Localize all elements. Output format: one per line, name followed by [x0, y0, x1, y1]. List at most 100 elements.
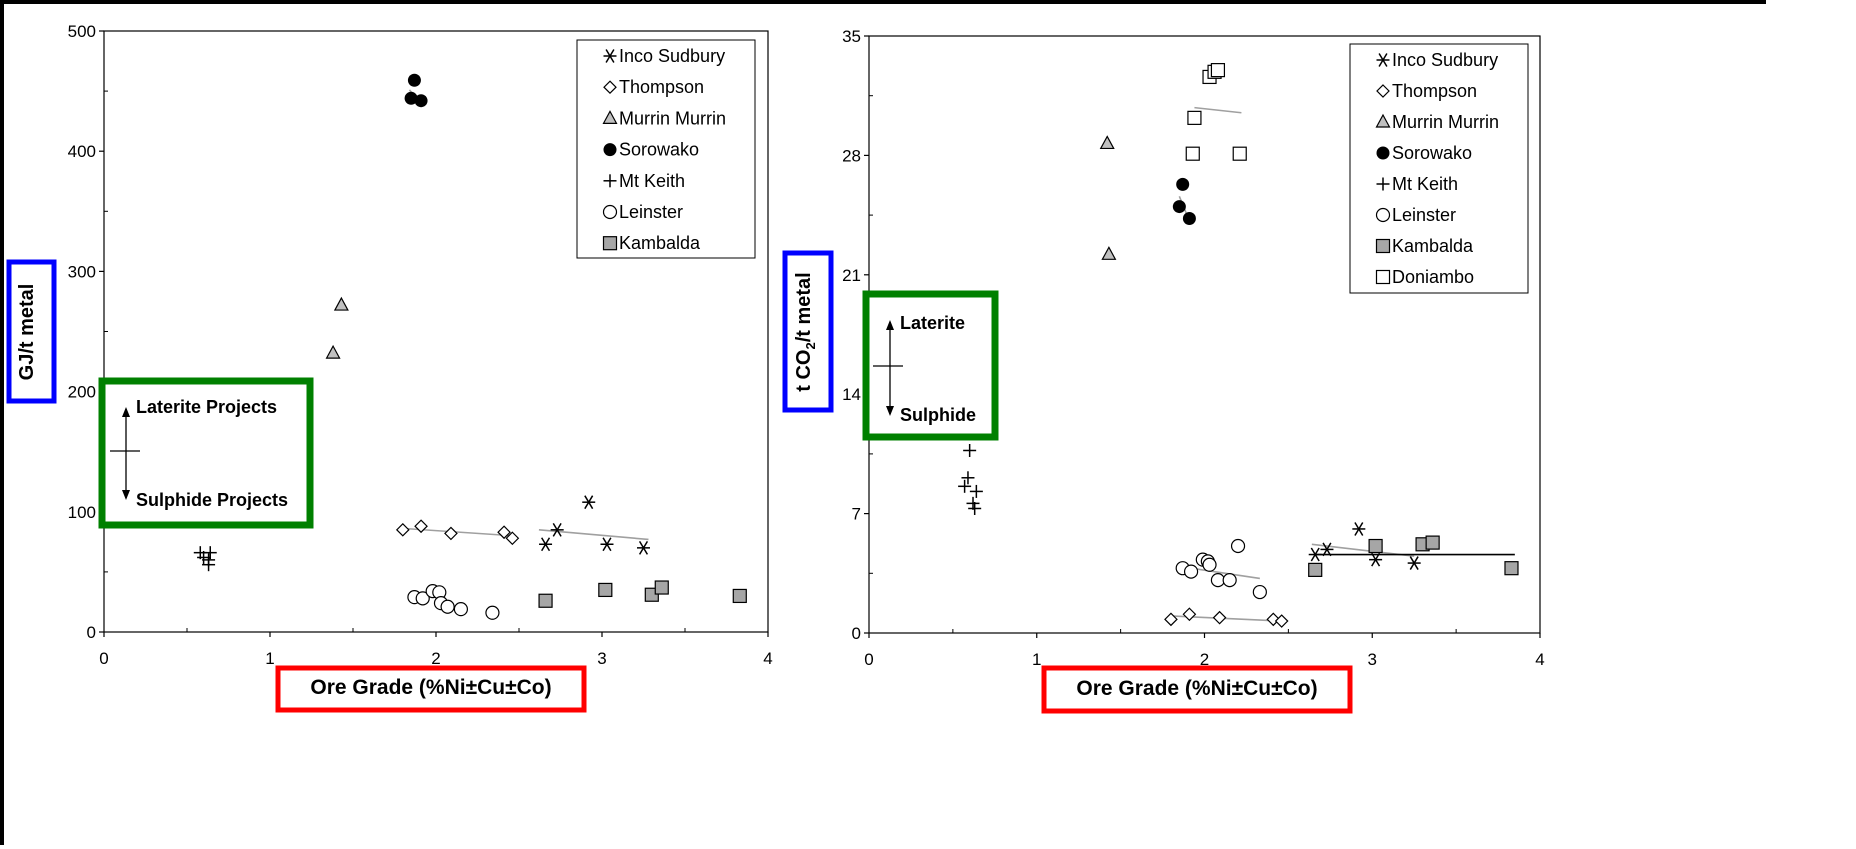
data-point [1222, 573, 1237, 588]
legend-label: Inco Sudbury [619, 46, 725, 66]
series-doniambo [1185, 63, 1247, 161]
data-point [637, 540, 650, 555]
legend-item: Murrin Murrin [602, 108, 726, 128]
series-kambalda [538, 580, 747, 608]
data-point [1164, 612, 1178, 627]
chart-energy: 0 100 200 300 400 500 0 1 2 3 4 Inco Sudbury Thompso… [6, 22, 773, 713]
legend-label: Leinster [1392, 205, 1456, 225]
legend-marker [1376, 53, 1390, 67]
x-tick-label: 4 [763, 649, 772, 668]
data-point [1210, 63, 1226, 78]
y-tick-label: 400 [68, 142, 96, 161]
data-point [1187, 110, 1202, 125]
y-tick-label: 28 [842, 146, 861, 165]
annotation-bottom-label: Sulphide [900, 405, 976, 425]
legend-item: Kambalda [1375, 236, 1474, 256]
legend-marker [602, 204, 618, 220]
series-inco-sudbury [1308, 522, 1421, 570]
trendline [1194, 106, 1242, 114]
y-tick-label: 200 [68, 383, 96, 402]
data-point [1274, 614, 1289, 628]
series-leinster [1175, 538, 1267, 600]
legend-label: Kambalda [619, 233, 701, 253]
data-point [969, 484, 983, 498]
x-tick-label: 0 [864, 650, 873, 669]
data-point [1407, 556, 1421, 570]
legend-label: Murrin Murrin [1392, 112, 1499, 132]
legend-marker [602, 110, 618, 125]
legend-marker [1376, 84, 1390, 98]
data-point [1368, 538, 1383, 554]
annotation-box: Laterite Projects Sulphide Projects [98, 377, 314, 529]
arrow-up-icon [886, 320, 894, 330]
annotation-top-label: Laterite Projects [136, 397, 277, 417]
data-point [485, 605, 500, 620]
legend-item: Doniambo [1375, 267, 1474, 287]
data-point [1369, 552, 1383, 567]
legend-marker [603, 143, 617, 157]
series-inco-sudbury [539, 495, 650, 555]
x-axis-label: Ore Grade (%Ni±Cu±Co) [1076, 677, 1317, 700]
series-sorowako [404, 73, 428, 108]
data-point [732, 588, 747, 604]
legend-marker [603, 49, 617, 63]
arrow-down-icon [886, 406, 894, 416]
x-axis-label: Ore Grade (%Ni±Cu±Co) [310, 676, 551, 699]
data-point [325, 344, 341, 359]
annotation-top-label: Laterite [900, 313, 965, 333]
legend-marker [1375, 269, 1391, 285]
data-point [415, 591, 430, 606]
y-tick-label: 14 [842, 385, 861, 404]
data-point [444, 526, 458, 541]
legend-marker [603, 80, 617, 95]
x-tick-label: 2 [1200, 650, 1209, 669]
data-point [1212, 610, 1227, 625]
data-point [1210, 573, 1226, 588]
annotation-box: Laterite Sulphide [862, 290, 999, 441]
legend-marker [1375, 207, 1391, 223]
data-point [203, 546, 217, 560]
data-point [539, 537, 553, 552]
arrow-down-icon [122, 490, 130, 500]
data-point [1232, 146, 1247, 161]
y-axis-label: GJ/t metal [16, 284, 38, 381]
data-point [395, 522, 410, 537]
legend-item: Leinster [1375, 205, 1456, 225]
data-point [1230, 538, 1246, 554]
legend: Inco Sudbury Thompson Murrin Murrin Sorowak… [1349, 43, 1529, 294]
data-point [550, 522, 564, 537]
legend: Inco Sudbury Thompson Murrin Murrin Sorowak… [576, 39, 756, 259]
legend-marker [1376, 146, 1390, 160]
series-murrin-murrin [1099, 135, 1117, 260]
x-axis-label-box [1041, 665, 1353, 714]
x-tick-label: 0 [99, 649, 108, 668]
trendline [538, 529, 649, 541]
annotation-bottom-label: Sulphide Projects [136, 490, 288, 510]
legend-item: Sorowako [1376, 143, 1472, 163]
data-point [1352, 522, 1366, 536]
legend-marker [603, 174, 617, 188]
x-axis-label-box [275, 665, 587, 713]
legend-label: Mt Keith [619, 171, 685, 191]
data-point [404, 91, 418, 105]
legend-marker [1376, 177, 1390, 191]
series-leinster [407, 584, 500, 620]
data-point [961, 471, 975, 485]
series-thompson [395, 519, 520, 546]
legend-label: Kambalda [1392, 236, 1474, 256]
series-kambalda [1308, 535, 1519, 577]
legend-item: Leinster [602, 202, 683, 222]
data-point [333, 296, 349, 311]
legend-item: Mt Keith [603, 171, 685, 191]
y-tick-label: 0 [852, 624, 861, 643]
arrow-up-icon [122, 407, 130, 417]
data-point [1252, 584, 1267, 600]
data-point [958, 479, 972, 493]
y-tick-label: 500 [68, 22, 96, 41]
series-thompson [1164, 607, 1289, 628]
data-point [1308, 547, 1322, 562]
data-point [968, 501, 982, 515]
series-murrin-murrin [325, 296, 349, 359]
legend-item: Inco Sudbury [603, 46, 725, 66]
data-point [600, 537, 614, 552]
